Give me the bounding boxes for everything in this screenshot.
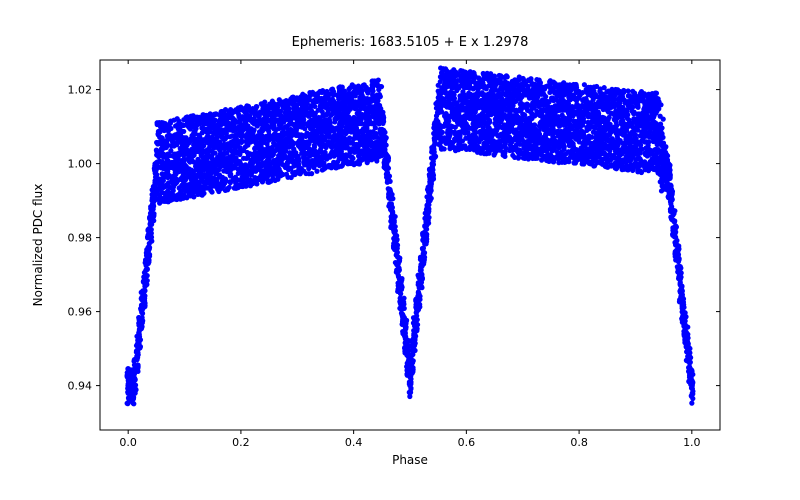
x-tick-label: 0.0 [119, 436, 137, 449]
y-axis-label: Normalized PDC flux [31, 184, 45, 307]
y-tick-label: 1.02 [68, 84, 93, 97]
y-tick-label: 1.00 [68, 158, 93, 171]
x-tick-label: 0.4 [345, 436, 363, 449]
y-tick-label: 0.98 [68, 232, 93, 245]
y-tick-label: 0.96 [68, 306, 93, 319]
x-tick-label: 0.8 [570, 436, 588, 449]
y-tick-label: 0.94 [68, 380, 93, 393]
x-axis-label: Phase [392, 453, 428, 467]
x-tick-label: 1.0 [683, 436, 701, 449]
chart-container: 0.0 0.2 0.4 0.6 0.8 1.0 0.94 0.96 0.98 1.00 1.02 E… [0, 0, 800, 500]
chart-title: Ephemeris: 1683.5105 + E x 1.2978 [292, 35, 529, 50]
x-tick-label: 0.2 [232, 436, 250, 449]
phase-flux-scatter: 0.0 0.2 0.4 0.6 0.8 1.0 0.94 0.96 0.98 1.00 1.02 E… [0, 0, 800, 500]
x-tick-label: 0.6 [458, 436, 476, 449]
